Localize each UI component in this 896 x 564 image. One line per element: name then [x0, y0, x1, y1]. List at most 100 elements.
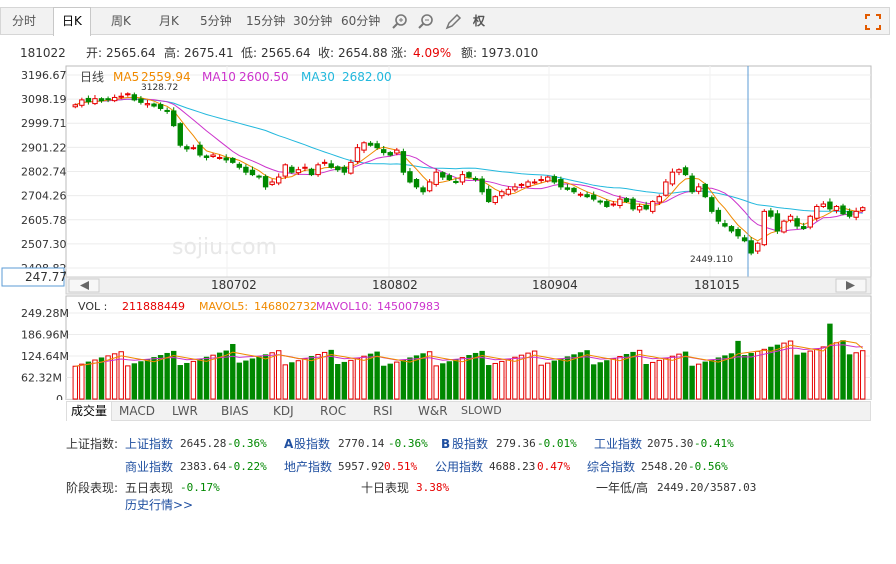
candle: [321, 161, 328, 164]
sh-index-link[interactable]: 上证指数: [125, 437, 174, 451]
tab-5min[interactable]: 5分钟: [200, 14, 232, 28]
candle: [623, 198, 630, 203]
volume-bar: [446, 361, 453, 400]
volume-bar: [79, 363, 85, 400]
candle: [597, 200, 603, 203]
volume-bar: [420, 353, 426, 400]
volume-bar: [111, 353, 118, 400]
tab-kdj[interactable]: KDJ: [273, 404, 294, 418]
tab-daily-k[interactable]: 日K: [53, 7, 91, 36]
candle: [636, 205, 643, 211]
candle: [374, 143, 380, 149]
history-link[interactable]: 历史行情>>: [125, 498, 194, 512]
volume-bar: [394, 361, 400, 400]
tab-bias[interactable]: BIAS: [221, 404, 249, 418]
candle: [433, 171, 439, 185]
volume-bar: [138, 361, 144, 400]
a-share-index-link[interactable]: 股指数: [294, 437, 331, 451]
rights-button[interactable]: 权: [473, 14, 486, 28]
utility-index-link[interactable]: 公用指数: [435, 460, 484, 474]
five-day-value: -0.17%: [180, 481, 220, 494]
volume-bar: [814, 348, 820, 400]
fullscreen-icon[interactable]: [864, 13, 882, 31]
tab-volume[interactable]: 成交量: [67, 402, 113, 421]
tab-15min[interactable]: 15分钟: [246, 14, 286, 28]
watermark-text: sojiu.com: [172, 235, 277, 260]
tab-time-share[interactable]: 分时: [12, 14, 37, 28]
commerce-index-change: -0.22%: [227, 460, 267, 473]
stock-chart[interactable]: sojiu.com 3196.67 3098.19 2999.71 2901.22 28…: [0, 0, 896, 400]
industry-index-link[interactable]: 工业指数: [594, 437, 643, 451]
x-label-1: 180802: [372, 278, 418, 292]
volume-bar: [676, 353, 682, 400]
volume-bar: [236, 362, 243, 400]
volume-y-tick: 0: [56, 393, 63, 400]
tab-macd[interactable]: MACD: [119, 404, 155, 418]
commerce-index-link[interactable]: 商业指数: [125, 460, 174, 474]
volume-bar: [243, 360, 249, 400]
tab-rsi[interactable]: RSI: [373, 404, 393, 418]
volume-bar: [584, 350, 590, 400]
b-share-prefix[interactable]: B: [441, 437, 451, 451]
zoom-out-icon[interactable]: [417, 13, 435, 31]
volume-bar: [807, 350, 813, 400]
zoom-in-icon[interactable]: [391, 13, 409, 31]
tab-wr[interactable]: W&R: [418, 404, 448, 418]
ma30-line: [75, 98, 863, 214]
a-share-prefix[interactable]: A: [284, 437, 294, 451]
volume-y-tick: 249.28M: [21, 307, 69, 320]
candle: [302, 166, 308, 169]
change-value: 4.09%: [413, 46, 452, 60]
volume-bar: [466, 355, 472, 400]
candle: [282, 164, 288, 177]
volume-bar: [531, 350, 538, 400]
volume-bar: [400, 359, 407, 400]
industry-index-value: 2075.30: [647, 437, 694, 450]
tab-monthly-k[interactable]: 月K: [159, 14, 179, 28]
realestate-index-link[interactable]: 地产指数: [284, 460, 333, 474]
industry-index-change: -0.41%: [694, 437, 734, 450]
candle: [761, 210, 767, 246]
candle: [709, 197, 715, 212]
tab-30min[interactable]: 30分钟: [293, 14, 333, 28]
tab-slowd[interactable]: SLOWD: [461, 404, 502, 417]
volume-bar: [571, 354, 577, 400]
tab-lwr[interactable]: LWR: [172, 404, 198, 418]
vol-label: VOL :: [78, 300, 107, 313]
candle: [276, 176, 282, 184]
volume-bar: [361, 355, 367, 400]
volume-bar: [669, 355, 676, 400]
amount-value: 1973.010: [481, 46, 539, 60]
composite-index-link[interactable]: 综合指数: [587, 460, 636, 474]
candle: [380, 149, 387, 154]
ma10-line: [75, 98, 863, 232]
candle: [92, 98, 98, 105]
b-share-index-link[interactable]: 股指数: [452, 437, 489, 451]
volume-bar: [787, 340, 794, 400]
candle: [446, 175, 453, 181]
candle: [151, 103, 157, 107]
mavol10-value: 145007983: [377, 300, 440, 313]
candle: [79, 99, 85, 106]
amount-label: 额:: [461, 46, 478, 60]
tab-weekly-k[interactable]: 周K: [111, 14, 131, 28]
chart-scrollbar[interactable]: [65, 276, 872, 295]
candle: [558, 179, 564, 188]
volume-bar: [485, 365, 492, 400]
candle: [230, 157, 236, 163]
volume-bar: [210, 354, 216, 400]
volume-y-tick: 124.64M: [21, 350, 69, 363]
tab-60min[interactable]: 60分钟: [341, 14, 381, 28]
volume-bar: [190, 360, 197, 400]
mavol5-label: MAVOL5:: [199, 300, 248, 313]
volume-bar: [413, 355, 420, 400]
volume-bar: [223, 350, 229, 400]
open-label: 开:: [86, 46, 103, 60]
ma10-value: 2600.50: [239, 70, 289, 84]
pencil-icon[interactable]: [444, 13, 462, 31]
candle: [216, 156, 223, 159]
a-share-index-value: 2770.14: [338, 437, 385, 450]
candle: [715, 209, 722, 222]
tab-roc[interactable]: ROC: [320, 404, 347, 418]
volume-bar: [761, 348, 767, 400]
